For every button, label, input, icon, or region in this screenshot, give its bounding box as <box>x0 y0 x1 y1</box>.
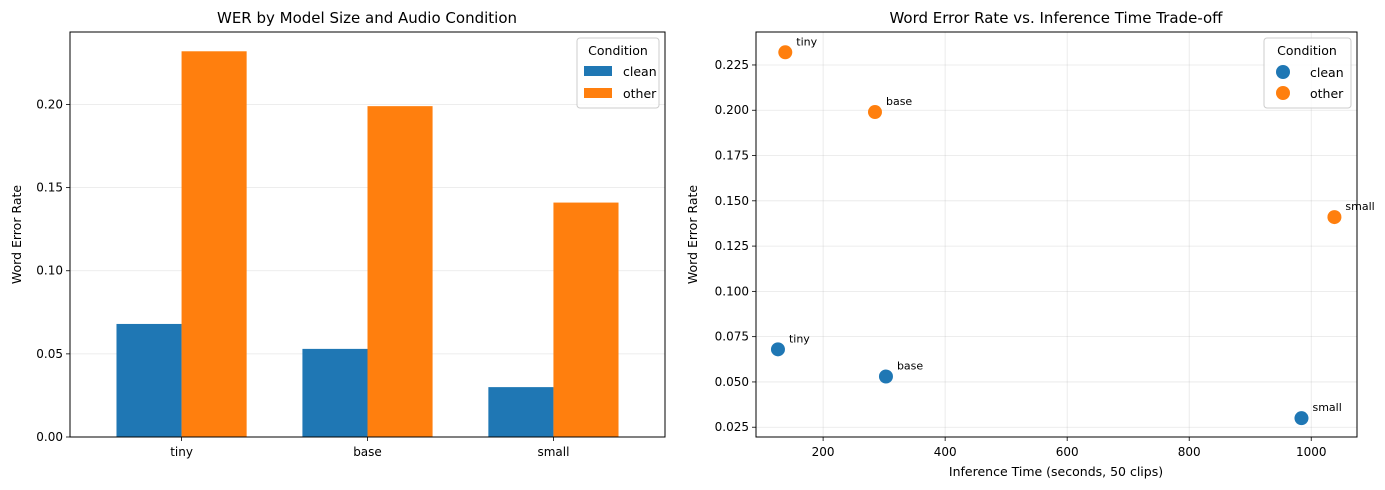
scatter-marks: tiny base small tiny base small <box>770 35 1375 426</box>
scatter-legend-marker-other <box>1276 86 1290 100</box>
scatter-chart-title: Word Error Rate vs. Inference Time Trade… <box>889 9 1223 27</box>
scatter-legend-label-clean: clean <box>1310 65 1344 80</box>
bar-legend-swatch-other <box>584 88 612 98</box>
scatter-y-tick-label: 0.150 <box>715 194 749 208</box>
scatter-point-clean-base <box>878 369 893 384</box>
bar-chart: WER by Model Size and Audio Condition 0.… <box>9 9 666 459</box>
scatter-y-tick-label: 0.050 <box>715 375 749 389</box>
bar-x-ticks: tiny base small <box>170 437 569 459</box>
scatter-x-axis-label: Inference Time (seconds, 50 clips) <box>949 464 1163 479</box>
bar-clean-small <box>488 387 554 437</box>
scatter-y-tick-label: 0.125 <box>715 239 749 253</box>
bar-clean-tiny <box>116 323 182 437</box>
bar-other-small <box>553 202 619 437</box>
scatter-legend-title: Condition <box>1277 43 1337 58</box>
scatter-x-tick-label: 600 <box>1056 445 1079 459</box>
bar-y-axis-label: Word Error Rate <box>9 185 24 285</box>
bar-x-tick-label: base <box>353 445 382 459</box>
scatter-x-tick-label: 400 <box>934 445 957 459</box>
scatter-point-label: base <box>897 360 923 373</box>
bar-x-tick-label: small <box>537 445 569 459</box>
bar-legend-swatch-clean <box>584 66 612 76</box>
bar-clean-base <box>302 348 368 437</box>
bar-other-base <box>367 106 433 438</box>
scatter-point-label: tiny <box>796 35 817 48</box>
bar-y-tick-label: 0.00 <box>36 430 63 444</box>
scatter-y-tick-label: 0.100 <box>715 284 749 298</box>
scatter-point-label: small <box>1312 401 1341 414</box>
bar-legend-label-clean: clean <box>623 64 657 79</box>
scatter-y-tick-label: 0.200 <box>715 103 749 117</box>
bar-y-tick-label: 0.10 <box>36 264 63 278</box>
scatter-chart: Word Error Rate vs. Inference Time Trade… <box>685 9 1375 479</box>
scatter-point-other-tiny <box>778 45 793 60</box>
scatter-x-tick-label: 1000 <box>1296 445 1327 459</box>
bar-marks <box>116 51 619 438</box>
scatter-y-tick-label: 0.075 <box>715 330 749 344</box>
scatter-legend-marker-clean <box>1276 65 1290 79</box>
scatter-x-tick-label: 200 <box>812 445 835 459</box>
bar-chart-title: WER by Model Size and Audio Condition <box>217 9 517 27</box>
bar-y-tick-label: 0.05 <box>36 347 63 361</box>
scatter-y-ticks: 0.025 0.050 0.075 0.100 0.125 0.150 0.175 0.200… <box>715 58 756 434</box>
scatter-point-other-small <box>1327 210 1342 225</box>
scatter-y-tick-label: 0.025 <box>715 420 749 434</box>
scatter-legend: Condition clean other <box>1263 37 1352 109</box>
scatter-legend-label-other: other <box>1310 86 1344 101</box>
bar-x-tick-label: tiny <box>170 445 193 459</box>
bar-y-tick-label: 0.20 <box>36 97 63 111</box>
bar-legend-label-other: other <box>623 86 657 101</box>
scatter-x-tick-label: 800 <box>1178 445 1201 459</box>
bar-legend-title: Condition <box>588 43 648 58</box>
scatter-y-axis-label: Word Error Rate <box>685 185 700 285</box>
scatter-x-ticks: 200 400 600 800 1000 <box>812 437 1327 459</box>
bar-y-ticks: 0.00 0.05 0.10 0.15 0.20 <box>36 97 70 444</box>
scatter-y-tick-label: 0.225 <box>715 58 749 72</box>
bar-other-tiny <box>181 51 247 438</box>
scatter-point-label: base <box>886 95 912 108</box>
scatter-point-label: tiny <box>789 332 810 345</box>
scatter-point-other-base <box>867 105 882 120</box>
bar-y-tick-label: 0.15 <box>36 181 63 195</box>
scatter-y-tick-label: 0.175 <box>715 149 749 163</box>
scatter-point-clean-tiny <box>770 342 785 357</box>
scatter-plot-frame <box>755 31 1358 438</box>
scatter-point-label: small <box>1345 200 1374 213</box>
bar-legend: Condition clean other <box>576 37 660 109</box>
scatter-point-clean-small <box>1294 411 1309 426</box>
